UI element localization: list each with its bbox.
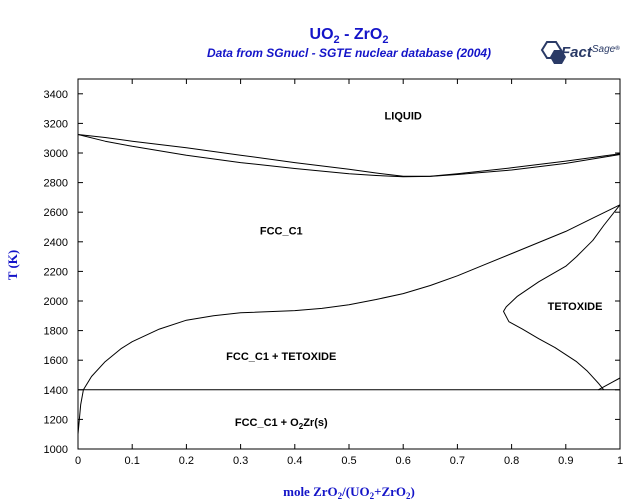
x-tick-label: 0.3 bbox=[233, 455, 248, 467]
phase-boundary-line bbox=[77, 134, 621, 177]
x-tick-label: 0.2 bbox=[179, 455, 194, 467]
phase-region-label: FCC_C1 + O2Zr(s) bbox=[235, 417, 328, 431]
y-tick-label: 3200 bbox=[44, 118, 68, 130]
y-tick-label: 1800 bbox=[44, 326, 68, 338]
x-tick-label: 0.5 bbox=[341, 455, 356, 467]
chart-title: UO2 - ZrO2 bbox=[310, 26, 389, 46]
y-tick-label: 1400 bbox=[44, 385, 68, 397]
y-tick-label: 2000 bbox=[44, 296, 68, 308]
y-tick-label: 2600 bbox=[44, 207, 68, 219]
logo-fact-text: Fact bbox=[561, 44, 593, 61]
phase-boundary-line bbox=[77, 204, 621, 435]
logo-sage-text: Sage bbox=[592, 44, 616, 55]
y-tick-label: 2200 bbox=[44, 266, 68, 278]
x-tick-label: 0.7 bbox=[450, 455, 465, 467]
y-tick-label: 1600 bbox=[44, 355, 68, 367]
logo-mark-text: ® bbox=[615, 45, 620, 52]
phase-region-label: TETOXIDE bbox=[548, 301, 603, 313]
x-tick-label: 0 bbox=[75, 455, 81, 467]
phase-region-label: FCC_C1 + TETOXIDE bbox=[226, 351, 336, 363]
x-tick-label: 0.1 bbox=[125, 455, 140, 467]
labels-layer: LIQUID FCC_C1 TETOXIDE FCC_C1 + TETOXIDE FCC… bbox=[226, 110, 602, 431]
phase-region-label: FCC_C1 bbox=[260, 226, 303, 238]
y-tick-label: 2800 bbox=[44, 178, 68, 190]
factsage-logo: FactSage® bbox=[540, 41, 620, 64]
hexagon-logo-icon bbox=[540, 41, 566, 64]
y-tick-label: 3400 bbox=[44, 89, 68, 101]
y-tick-label: 1000 bbox=[44, 444, 68, 456]
phase-boundary-line bbox=[598, 377, 621, 391]
x-tick-label: 0.4 bbox=[287, 455, 302, 467]
x-tick-label: 0.6 bbox=[396, 455, 411, 467]
x-tick-label: 0.9 bbox=[558, 455, 573, 467]
x-tick-label: 1 bbox=[617, 455, 623, 467]
phase-boundary-line bbox=[503, 204, 621, 391]
plot-frame bbox=[77, 78, 621, 450]
y-axis-label: T (K) bbox=[5, 250, 20, 280]
y-tick-label: 1200 bbox=[44, 414, 68, 426]
x-axis-label: mole ZrO2/(UO2+ZrO2) bbox=[283, 484, 415, 501]
chart-subtitle: Data from SGnucl - SGTE nuclear database… bbox=[207, 46, 491, 60]
phase-region-label: LIQUID bbox=[385, 110, 422, 122]
series-layer bbox=[77, 134, 621, 435]
y-tick-label: 2400 bbox=[44, 237, 68, 249]
phase-boundary-line bbox=[77, 134, 621, 178]
y-tick-label: 3000 bbox=[44, 148, 68, 160]
ticks-layer: 0 0.1 0.2 0.3 0.4 0.5 0.6 0.7 0.8 0.9 1 1000 1200 140… bbox=[44, 79, 623, 467]
svg-text:FactSage®: FactSage® bbox=[561, 44, 620, 61]
x-tick-label: 0.8 bbox=[504, 455, 519, 467]
